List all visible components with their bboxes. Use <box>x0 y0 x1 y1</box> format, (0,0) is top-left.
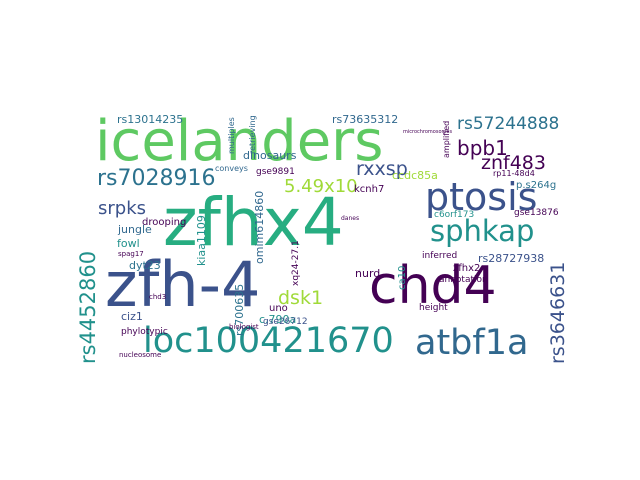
word-rxxsp: rxxsp <box>356 158 408 180</box>
word-gse13876: gse13876 <box>514 208 559 218</box>
word-zfhx2: zfhx2 <box>453 263 481 274</box>
word-omim614860: omim614860 <box>253 190 266 264</box>
word-zfhx4: zfhx4 <box>163 184 344 261</box>
word-atbf1a: atbf1a <box>415 323 529 363</box>
word-kiaa1109: kiaa1109 <box>195 215 208 266</box>
word-ptosis: ptosis <box>425 175 538 219</box>
word-microchromosomes: microchromosomes <box>403 129 453 135</box>
word-nurd: nurd <box>355 267 381 280</box>
word-ciz1: ciz1 <box>121 310 143 323</box>
word-rs73635312: rs73635312 <box>332 113 399 126</box>
word-cloud: zfhx4 zfh-4 chd4 icelanders loc100421670… <box>73 106 572 375</box>
word-drooping: drooping <box>142 217 187 228</box>
word-jungle: jungle <box>118 223 152 236</box>
word-dyt23: dyt23 <box>129 259 161 272</box>
word-gse9891: gse9891 <box>256 167 295 177</box>
word-rs3646631: rs3646631 <box>547 261 569 364</box>
word-c.790a: c.790a <box>259 313 297 326</box>
word-rs4452860: rs4452860 <box>76 250 100 364</box>
word-uno: uno <box>269 303 288 314</box>
word-sphkap: sphkap <box>430 214 535 248</box>
word-znf483: znf483 <box>481 152 546 174</box>
word-xq24-27.1: xq24-27.1 <box>291 240 301 286</box>
word-conveys: conveys <box>215 164 248 173</box>
word-chd3: chd3 <box>149 293 167 301</box>
word-retrieving: retrieving <box>248 115 257 154</box>
word-p.s264g: p.s264g <box>516 180 557 191</box>
word-height: height <box>419 303 448 313</box>
word-kcnh7: kcnh7 <box>354 184 385 195</box>
word-srpks: srpks <box>98 198 147 219</box>
word-spag17: spag17 <box>118 250 144 258</box>
word-ca10: ca10 <box>397 265 408 290</box>
word-icelanders: icelanders <box>95 109 384 174</box>
word-chd4: chd4 <box>369 256 497 316</box>
word-rs7028916: rs7028916 <box>97 166 216 191</box>
word-danes: danes <box>341 215 360 222</box>
word-rs13014235: rs13014235 <box>117 113 184 126</box>
word-phylotypic: phylotypic <box>121 327 168 337</box>
word-5.49x10: 5.49x10 <box>284 176 358 197</box>
word-biologist: biologist <box>229 323 259 331</box>
word-annotation: annotation <box>439 275 488 285</box>
word-ccdc85a: ccdc85a <box>392 169 438 182</box>
word-loc100421670: loc100421670 <box>143 321 394 361</box>
word-rp11-48d4: rp11-48d4 <box>493 169 535 178</box>
word-dsk1: dsk1 <box>278 287 324 309</box>
word-rs57244888: rs57244888 <box>457 114 560 134</box>
word-zfh-4: zfh-4 <box>105 248 261 321</box>
word-multiples: multiples <box>227 117 236 154</box>
word-amplified: amplified <box>442 120 451 158</box>
word-gse26712: gse26712 <box>263 317 308 327</box>
word-fowl: fowl <box>117 237 140 250</box>
word-bpb1: bpb1 <box>457 136 508 160</box>
word-nucleosome: nucleosome <box>119 351 162 359</box>
word-inferred: inferred <box>422 251 458 261</box>
word-dinosaurs: dinosaurs <box>243 149 297 162</box>
word-rs28727938: rs28727938 <box>478 252 545 265</box>
word-c6orf173: c6orf173 <box>434 210 475 220</box>
